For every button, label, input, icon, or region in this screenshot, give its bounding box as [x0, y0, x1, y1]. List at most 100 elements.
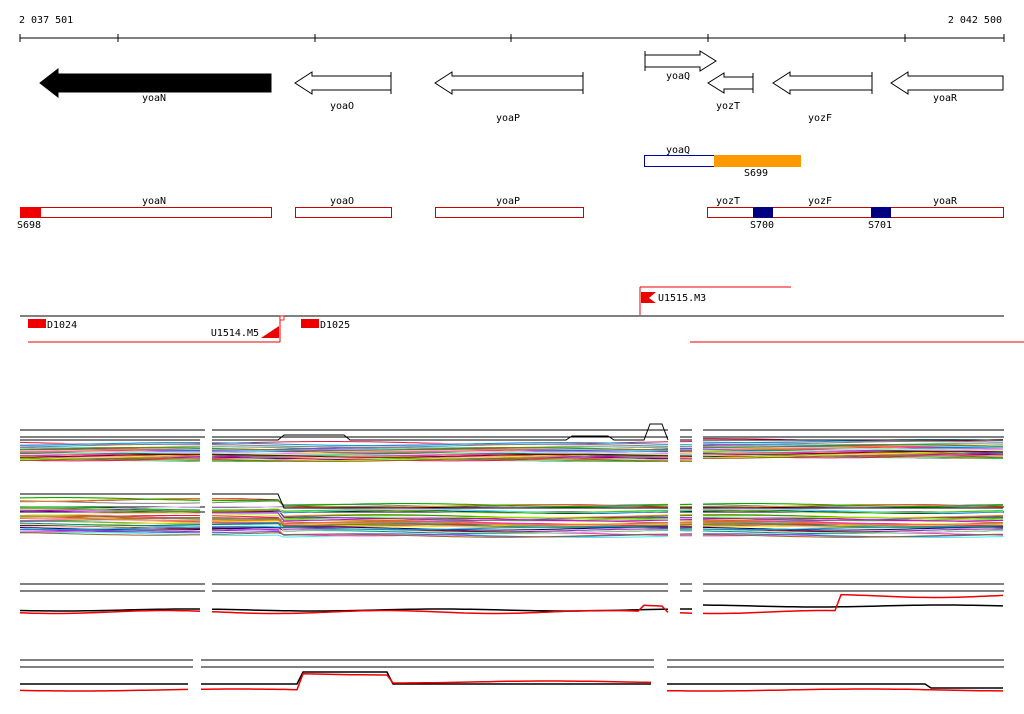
expression-profile — [211, 441, 669, 445]
gene-label-yoaP: yoaP — [496, 113, 520, 124]
transcript-box-yoaN[interactable] — [20, 207, 272, 218]
expression-profile — [702, 447, 1003, 452]
expression-profile — [703, 440, 1004, 445]
expression-profile — [702, 444, 1004, 449]
segment-S698[interactable] — [20, 207, 41, 218]
expression-profile — [19, 497, 201, 501]
expression-profile — [211, 508, 669, 514]
expression-profile — [703, 533, 1004, 538]
gene-arrow-yoaN[interactable] — [39, 67, 272, 99]
promoter-flag-U1514[interactable] — [261, 326, 279, 338]
segment-label-S699: S699 — [744, 168, 768, 179]
segment-S699[interactable] — [714, 155, 801, 167]
expression-profile — [211, 457, 668, 462]
domain-label-D1024: D1024 — [47, 320, 77, 331]
domain-label-D1025: D1025 — [320, 320, 350, 331]
start-coordinate: 2 037 501 — [19, 15, 73, 26]
transcript-label-yoaO: yoaO — [330, 196, 354, 207]
expression-profile — [19, 447, 201, 451]
expression-profile — [19, 498, 201, 503]
end-coordinate: 2 042 500 — [948, 15, 1002, 26]
expression-profile — [20, 507, 201, 512]
expression-profile — [702, 506, 1004, 510]
gene-arrow-yozT[interactable] — [707, 72, 754, 94]
domain-D1024[interactable] — [28, 319, 46, 328]
gene-arrow-yoaR[interactable] — [890, 71, 1004, 95]
transcript-label-yoaQ: yoaQ — [666, 145, 690, 156]
expression-profile — [702, 523, 1004, 528]
transcript-box-yoaQ[interactable] — [644, 155, 715, 167]
expression-profile — [20, 448, 201, 453]
expression-profile — [19, 527, 201, 531]
gene-arrow-yozF[interactable] — [772, 71, 873, 95]
gene-track: yoaN yoaO yoaP yoaQ yozT yozF yoaR — [39, 50, 1004, 124]
expression-profile — [211, 442, 669, 447]
expression-profile — [19, 457, 201, 461]
expression-profile — [702, 526, 1004, 531]
gene-arrow-yoaO[interactable] — [294, 71, 392, 95]
expression-profile — [211, 604, 669, 615]
expression-profile — [212, 493, 668, 509]
expression-profile — [211, 451, 669, 456]
expression-profile — [19, 512, 201, 517]
promoter-flag-U1515[interactable] — [641, 292, 656, 303]
transcript-label-yoaN: yoaN — [142, 196, 166, 207]
expression-profile — [702, 503, 1004, 507]
promoter-label-U1515: U1515.M3 — [658, 293, 706, 304]
gene-arrow-yoaP[interactable] — [434, 71, 584, 95]
expression-profile — [211, 443, 668, 448]
transcript-box-yoaP[interactable] — [435, 207, 584, 218]
expression-profile — [702, 593, 1004, 615]
expression-profile — [702, 509, 1004, 514]
expression-tracks — [19, 423, 1004, 692]
transcript-label-yoaR: yoaR — [933, 196, 958, 207]
expression-profile — [702, 604, 1004, 608]
expression-profile — [667, 683, 1003, 689]
expression-profile — [212, 450, 669, 455]
transcript-track-upper: yoaQ S699 — [644, 145, 801, 179]
expression-profile — [211, 443, 669, 448]
expression-profile — [20, 442, 200, 446]
gene-label-yozT: yozT — [716, 101, 740, 112]
expression-profile — [19, 608, 200, 612]
transcript-track-lower: yoaN S698 yoaO yoaP yozT yozF yoaR S700 … — [17, 196, 1004, 231]
gene-label-yoaR: yoaR — [933, 93, 958, 104]
expression-profile — [19, 517, 201, 522]
expression-profile — [19, 532, 201, 536]
expression-profile — [19, 506, 201, 510]
expression-profile — [19, 522, 201, 526]
transcript-box-yoaO[interactable] — [295, 207, 392, 218]
gene-label-yoaQ: yoaQ — [666, 71, 690, 82]
expression-profile — [19, 688, 189, 692]
expression-profile — [20, 526, 201, 530]
promoter-label-U1514: U1514.M5 — [211, 328, 259, 339]
segment-S701[interactable] — [871, 207, 891, 218]
gene-arrow-yoaQ[interactable] — [644, 50, 717, 72]
transcript-label-yozF: yozF — [808, 196, 832, 207]
expression-profile — [19, 526, 201, 531]
expression-profile — [211, 512, 669, 522]
expression-profile — [19, 451, 201, 455]
expression-profile — [703, 448, 1004, 453]
expression-profile — [19, 532, 201, 536]
expression-profile — [702, 526, 1003, 531]
expression-profile — [19, 523, 201, 528]
transcript-box-yozT-yoaR[interactable] — [707, 207, 1004, 218]
domain-D1025[interactable] — [301, 319, 319, 328]
expression-profile — [212, 423, 669, 441]
expression-profile — [211, 524, 669, 534]
expression-profile — [20, 450, 201, 454]
expression-profile — [702, 533, 1003, 538]
gene-label-yozF: yozF — [808, 113, 832, 124]
expression-profile — [211, 457, 669, 462]
segment-S700[interactable] — [753, 207, 773, 218]
expression-profile — [19, 443, 201, 448]
segment-label-S698: S698 — [17, 220, 41, 231]
expression-profile — [666, 688, 1003, 692]
gene-label-yoaN: yoaN — [142, 93, 166, 104]
expression-profile — [19, 453, 201, 458]
expression-profile — [211, 499, 669, 507]
expression-profile — [702, 522, 1004, 527]
expression-profile — [19, 506, 201, 511]
expression-profile — [212, 519, 669, 526]
